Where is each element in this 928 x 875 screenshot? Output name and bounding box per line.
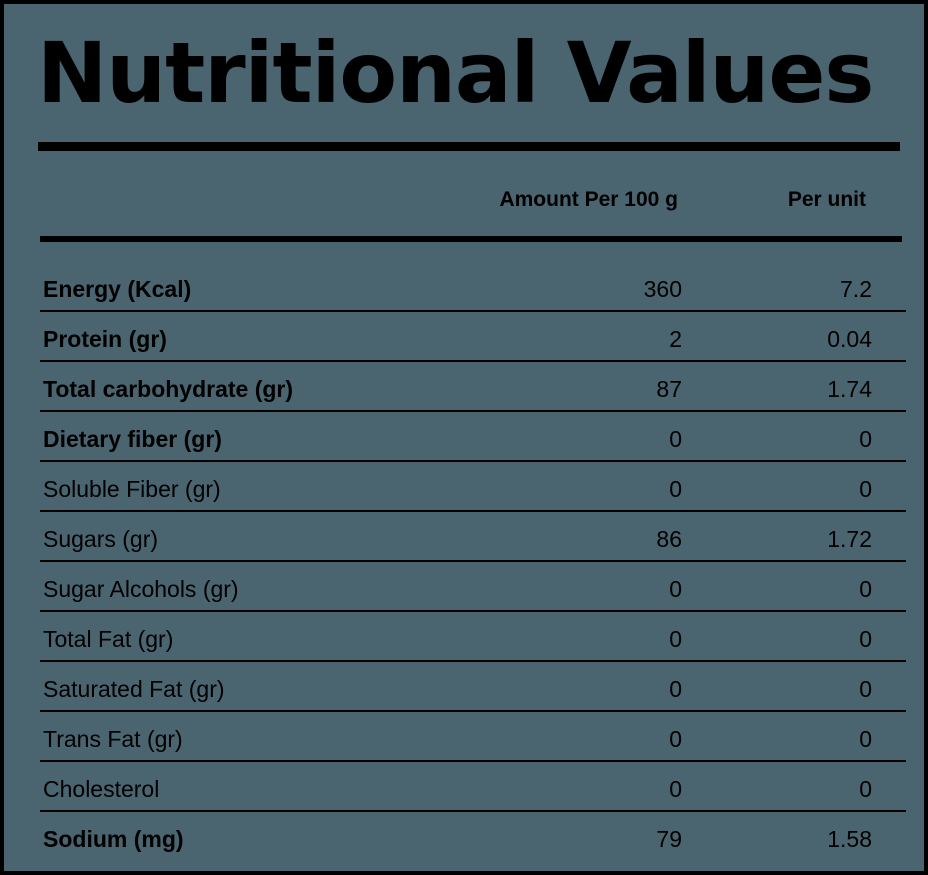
row-value-per-unit: 7.2 <box>840 276 872 302</box>
row-value-per-100g: 0 <box>669 626 682 652</box>
row-value-per-unit: 0.04 <box>827 326 872 352</box>
table-row: Protein (gr) 2 0.04 <box>40 312 906 362</box>
row-label: Sugar Alcohols (gr) <box>43 576 239 602</box>
row-label: Saturated Fat (gr) <box>43 676 225 702</box>
row-label: Soluble Fiber (gr) <box>43 476 221 502</box>
row-value-per-unit: 0 <box>859 726 872 752</box>
row-value-per-100g: 0 <box>669 576 682 602</box>
table-row: Saturated Fat (gr) 0 0 <box>40 662 906 712</box>
row-label: Total carbohydrate (gr) <box>43 376 294 402</box>
row-value-per-unit: 1.58 <box>827 826 872 852</box>
column-header-amount-per-100g: Amount Per 100 g <box>499 188 678 211</box>
row-value-per-100g: 360 <box>643 276 682 302</box>
row-label: Cholesterol <box>43 776 160 802</box>
row-value-per-unit: 0 <box>859 576 872 602</box>
row-value-per-100g: 0 <box>669 676 682 702</box>
row-label: Protein (gr) <box>43 326 167 352</box>
row-label: Trans Fat (gr) <box>43 726 183 752</box>
row-value-per-unit: 0 <box>859 426 872 452</box>
table-row: Sugars (gr) 86 1.72 <box>40 512 906 562</box>
table-row: Total Fat (gr) 0 0 <box>40 612 906 662</box>
row-value-per-unit: 0 <box>859 626 872 652</box>
row-value-per-unit: 1.72 <box>827 526 872 552</box>
row-label: Total Fat (gr) <box>43 626 174 652</box>
row-value-per-100g: 79 <box>656 826 682 852</box>
page-title: Nutritional Values <box>37 24 874 122</box>
row-value-per-100g: 0 <box>669 726 682 752</box>
row-value-per-100g: 87 <box>656 376 682 402</box>
table-row: Sodium (mg) 79 1.58 <box>40 812 906 862</box>
column-header-per-unit: Per unit <box>787 188 866 211</box>
row-value-per-100g: 0 <box>669 476 682 502</box>
table-row: Energy (Kcal) 360 7.2 <box>40 262 906 312</box>
table-row: Sugar Alcohols (gr) 0 0 <box>40 562 906 612</box>
title-divider <box>38 142 900 151</box>
row-value-per-unit: 0 <box>859 776 872 802</box>
table-row: Total carbohydrate (gr) 87 1.74 <box>40 362 906 412</box>
table-row: Soluble Fiber (gr) 0 0 <box>40 462 906 512</box>
nutrition-table: Energy (Kcal) 360 7.2 Protein (gr) 2 0.0… <box>40 262 906 862</box>
table-row: Dietary fiber (gr) 0 0 <box>40 412 906 462</box>
row-value-per-unit: 0 <box>859 676 872 702</box>
row-value-per-100g: 0 <box>669 776 682 802</box>
header-divider <box>40 236 902 242</box>
row-value-per-unit: 1.74 <box>827 376 872 402</box>
row-value-per-100g: 0 <box>669 426 682 452</box>
row-label: Sugars (gr) <box>43 526 159 552</box>
table-row: Cholesterol 0 0 <box>40 762 906 812</box>
row-label: Sodium (mg) <box>43 826 184 852</box>
table-row: Trans Fat (gr) 0 0 <box>40 712 906 762</box>
row-value-per-100g: 2 <box>669 326 682 352</box>
row-label: Dietary fiber (gr) <box>43 426 222 452</box>
row-value-per-100g: 86 <box>656 526 682 552</box>
row-value-per-unit: 0 <box>859 476 872 502</box>
row-label: Energy (Kcal) <box>43 276 192 302</box>
